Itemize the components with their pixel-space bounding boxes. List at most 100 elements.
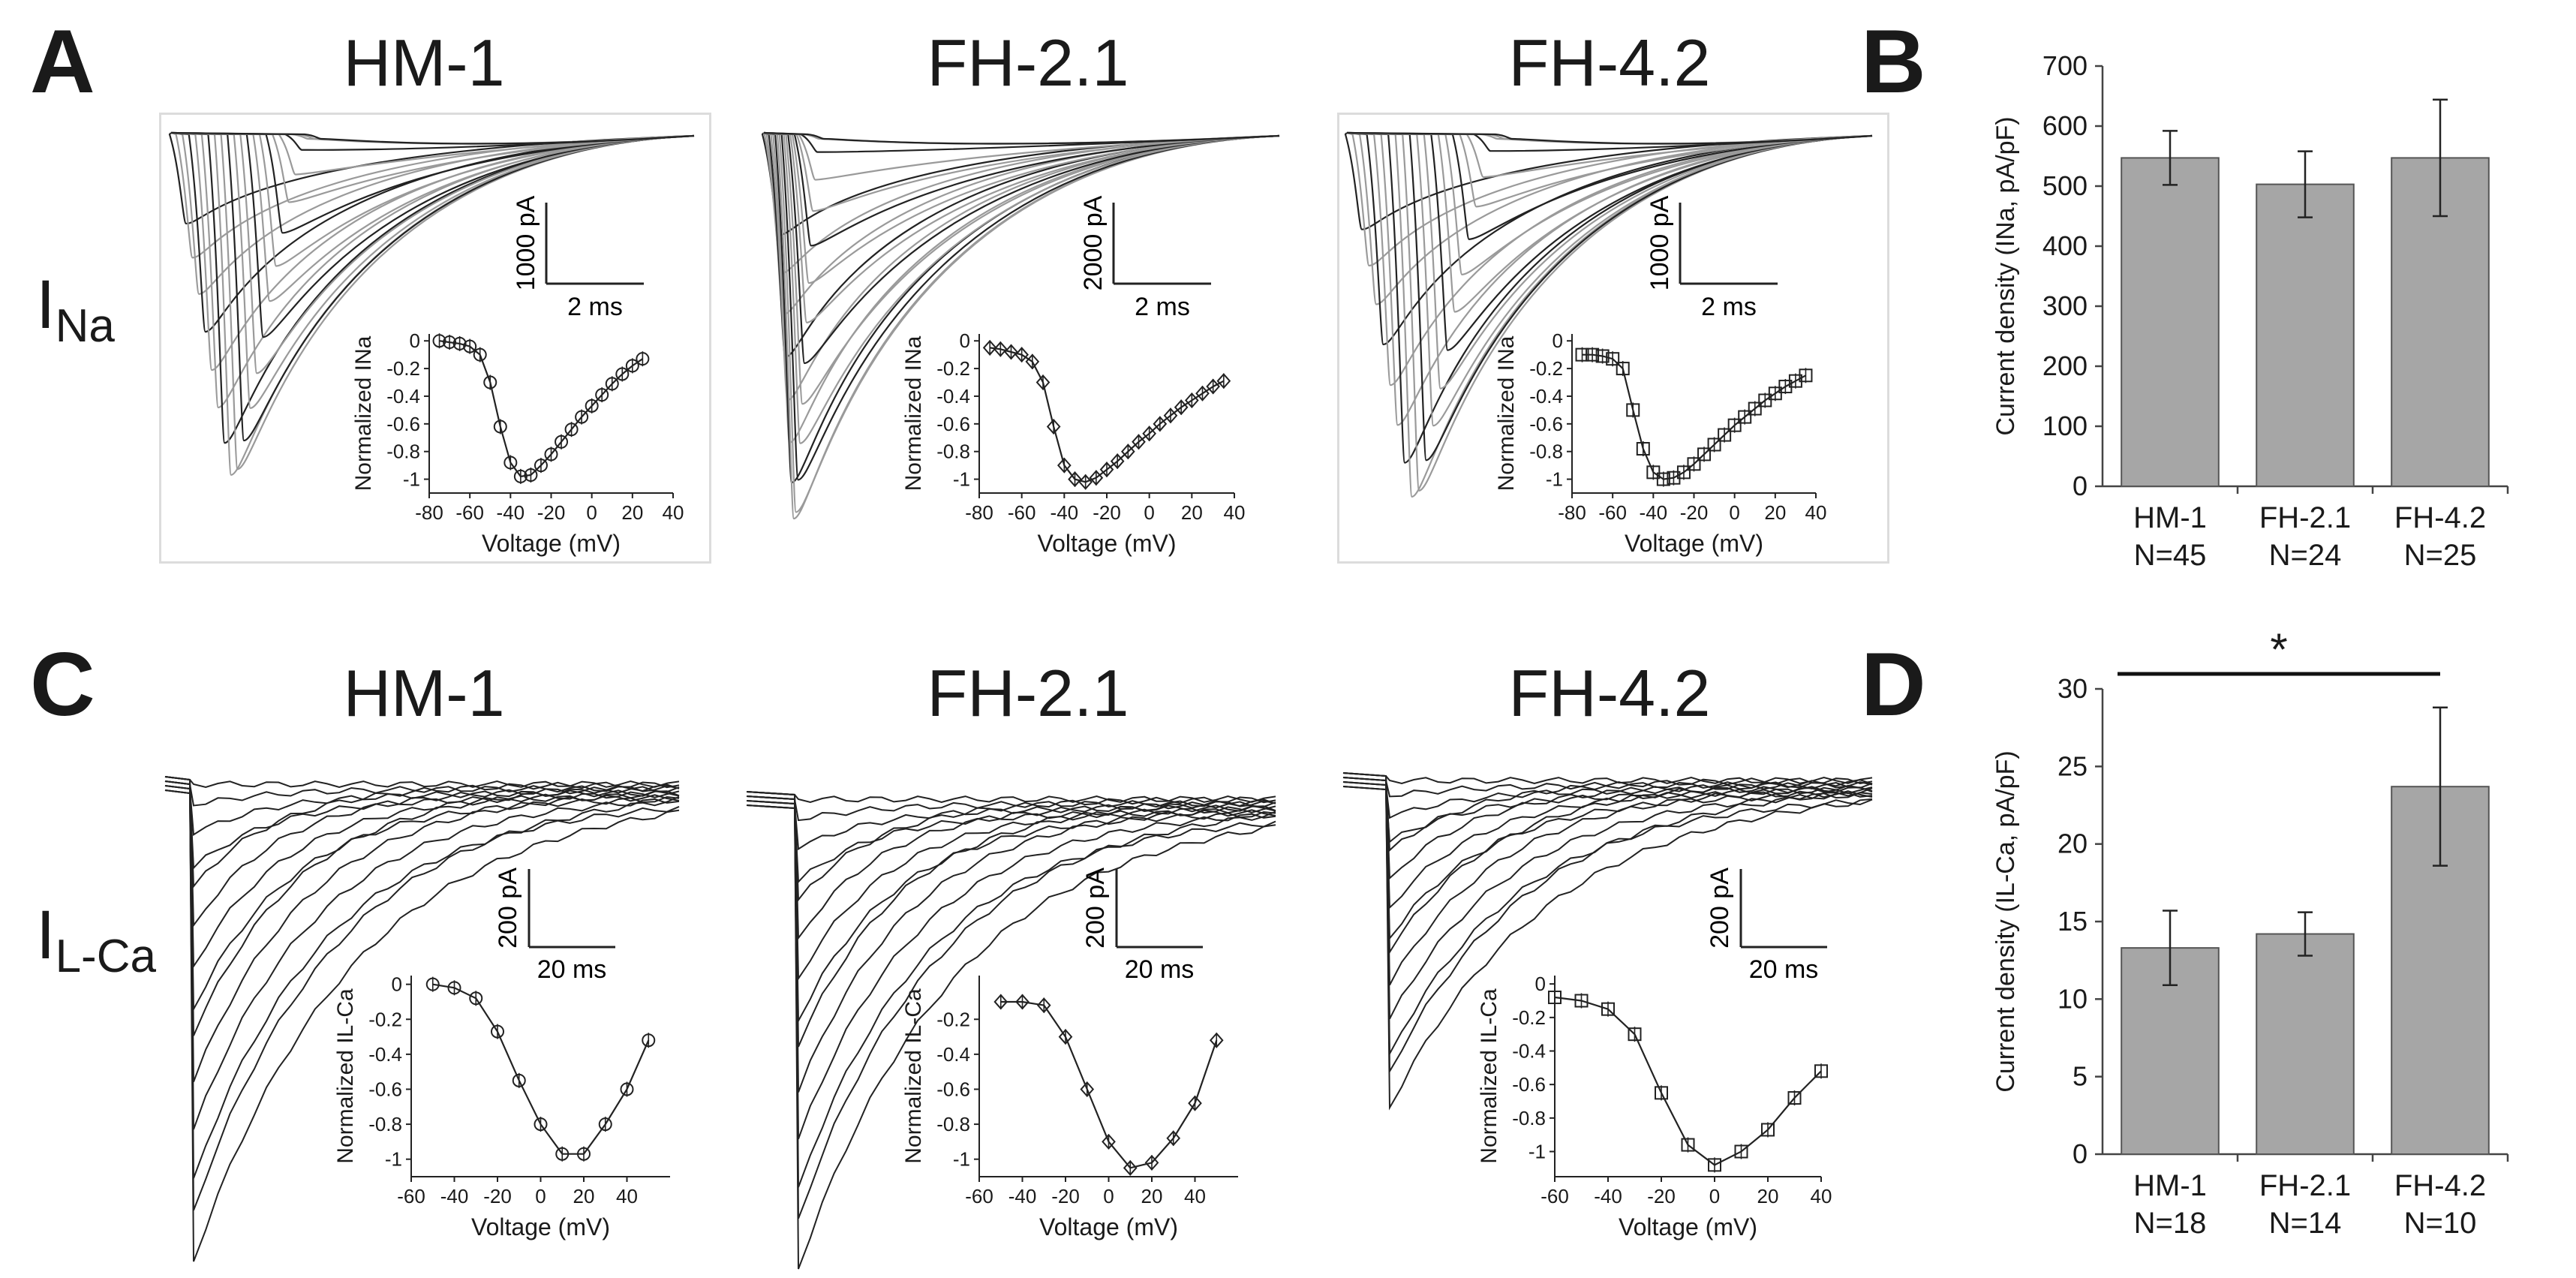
panel-letter-d: D xyxy=(1861,634,1926,735)
x-tick-label: -20 xyxy=(1051,1185,1080,1207)
data-point xyxy=(1153,416,1168,432)
data-point xyxy=(1681,1138,1695,1152)
y-axis-label: Normalized IL-Ca xyxy=(901,988,926,1164)
data-point xyxy=(534,459,548,473)
bar xyxy=(2121,157,2220,487)
title-ca-fh42: FH-4.2 xyxy=(1508,656,1711,730)
current-trace xyxy=(164,785,680,837)
y-tick-label: -1 xyxy=(1528,1141,1546,1163)
current-trace xyxy=(746,800,1276,982)
current-trace xyxy=(170,131,695,302)
y-tick-label: -0.4 xyxy=(936,385,970,407)
current-trace xyxy=(1342,777,1873,880)
current-trace xyxy=(1346,131,1873,152)
category-label: FH-2.1 xyxy=(2259,501,2351,534)
current-trace xyxy=(746,791,1276,804)
data-point xyxy=(1195,385,1210,401)
x-tick-label: -60 xyxy=(965,1185,993,1207)
scale-bar-y-label: 2000 pA xyxy=(1079,195,1108,290)
data-point xyxy=(620,1082,634,1096)
data-point xyxy=(443,335,457,350)
data-point xyxy=(1110,453,1125,470)
data-point xyxy=(1025,353,1040,370)
x-axis-label: Voltage (mV) xyxy=(1625,530,1763,557)
y-tick-label: -1 xyxy=(403,468,420,491)
title-na-fh21: FH-2.1 xyxy=(927,26,1129,100)
data-point xyxy=(1626,403,1640,417)
row-label-ilca: IL-Ca xyxy=(36,897,156,982)
x-tick-label: 0 xyxy=(535,1185,546,1207)
data-point xyxy=(1707,438,1721,452)
current-trace xyxy=(763,131,1280,405)
data-point xyxy=(1144,1154,1159,1171)
data-point xyxy=(493,419,507,434)
y-tick-label: 400 xyxy=(2042,230,2088,261)
y-tick-label: -0.6 xyxy=(368,1078,402,1100)
x-tick-label: 0 xyxy=(1103,1185,1114,1207)
y-tick-label: -0.4 xyxy=(1529,385,1563,407)
current-trace xyxy=(763,131,1280,145)
y-tick-label: -0.2 xyxy=(936,1008,970,1030)
current-trace xyxy=(763,131,1280,444)
data-point xyxy=(1102,1133,1116,1150)
data-point xyxy=(1646,465,1661,480)
category-count-label: N=10 xyxy=(2404,1207,2477,1240)
data-point xyxy=(1132,434,1146,450)
data-point xyxy=(1734,1144,1748,1159)
y-tick-label: -0.4 xyxy=(368,1043,402,1066)
scale-bar-y-label: 1000 pA xyxy=(1646,195,1674,290)
data-point xyxy=(1174,399,1189,416)
data-point xyxy=(1004,344,1018,360)
x-tick-label: 0 xyxy=(1709,1185,1720,1207)
y-tick-label: 500 xyxy=(2042,170,2088,201)
category-count-label: N=14 xyxy=(2269,1207,2342,1240)
current-trace xyxy=(763,131,1280,153)
current-trace xyxy=(746,800,1276,1140)
data-point xyxy=(1606,352,1620,366)
x-tick-label: -80 xyxy=(965,501,993,524)
data-point xyxy=(1656,472,1670,486)
data-point xyxy=(1080,1081,1095,1097)
y-tick-label: -1 xyxy=(953,468,970,491)
data-point xyxy=(575,410,589,424)
y-tick-label: 0 xyxy=(1553,329,1563,352)
x-tick-label: -60 xyxy=(1540,1185,1569,1207)
data-point xyxy=(463,339,477,353)
current-trace xyxy=(1346,131,1873,427)
current-trace xyxy=(1342,772,1873,955)
significance-marker: * xyxy=(2270,624,2287,675)
category-label: FH-4.2 xyxy=(2394,1169,2486,1202)
data-point xyxy=(1209,1032,1224,1048)
trace-frame-na-fh42 xyxy=(1337,113,1889,564)
y-tick-label: -0.4 xyxy=(1512,1040,1546,1063)
current-trace xyxy=(763,131,1280,181)
data-point xyxy=(1575,347,1589,362)
data-point xyxy=(1188,1095,1202,1111)
y-tick-label: 5 xyxy=(2073,1061,2088,1092)
scale-bar-y-label: 1000 pA xyxy=(512,195,540,290)
data-point xyxy=(1636,442,1650,456)
data-point xyxy=(555,1147,570,1161)
data-point xyxy=(1586,347,1600,362)
current-trace xyxy=(1346,131,1873,498)
current-trace xyxy=(1346,131,1873,389)
current-trace xyxy=(763,131,1280,284)
y-tick-label: -0.2 xyxy=(1529,357,1563,380)
y-tick-label: 200 xyxy=(2042,350,2088,381)
current-trace xyxy=(1346,131,1873,275)
data-point xyxy=(1099,462,1114,478)
current-trace xyxy=(170,131,695,151)
scale-bar-x-label: 20 ms xyxy=(1125,955,1195,984)
trace-frame-na-hm1 xyxy=(159,113,711,564)
category-label: HM-1 xyxy=(2133,501,2207,534)
current-trace xyxy=(1346,131,1873,386)
x-tick-label: 0 xyxy=(1144,501,1154,524)
data-point xyxy=(564,422,579,437)
current-trace xyxy=(1346,131,1873,462)
current-trace xyxy=(1346,131,1873,267)
x-tick-label: -80 xyxy=(1558,501,1586,524)
data-point xyxy=(1814,1064,1828,1078)
traces-na-fh42 xyxy=(1344,131,1873,498)
data-point xyxy=(483,375,497,389)
current-trace xyxy=(164,780,680,807)
